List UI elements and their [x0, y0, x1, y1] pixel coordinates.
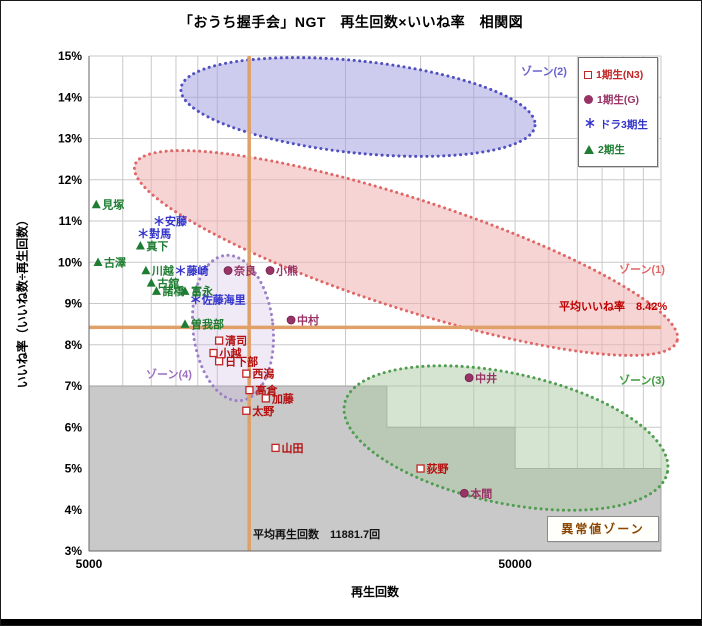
data-point-triangle: [180, 286, 190, 295]
zone4-label: ゾーン(4): [146, 369, 192, 381]
data-point-label: 古舘: [157, 276, 179, 290]
data-point-label: 本間: [470, 486, 492, 500]
data-point-triangle: [93, 257, 103, 266]
x-tick-label: 5000: [76, 557, 103, 571]
data-point-label: 日下部: [225, 354, 258, 368]
abnormal-zone-label: 異常値ゾーン: [547, 516, 659, 542]
legend: 1期生(N3) 1期生(G) ドラ3期生 2期生: [578, 57, 658, 167]
y-tick-label: 13%: [58, 132, 82, 146]
data-point-square: [214, 357, 224, 366]
data-point-label: 對馬: [149, 226, 171, 240]
data-point-triangle: [135, 240, 145, 250]
y-axis-title: いいね率（いいね数÷再生回数）: [15, 213, 30, 389]
bottom-border-bar: [1, 619, 701, 625]
y-tick-label: 11%: [59, 214, 83, 228]
data-point-label: 藤崎: [187, 264, 209, 278]
data-point-triangle: [91, 199, 101, 209]
data-point-label: 川越: [151, 264, 175, 278]
data-point-label: 見塚: [101, 198, 124, 212]
zone3-label: ゾーン(3): [619, 375, 665, 387]
data-point-label: 太野: [251, 404, 274, 418]
data-point-triangle: [180, 319, 190, 328]
zone-1-ellipse: [132, 149, 680, 357]
data-point-label: 荻野: [427, 462, 449, 476]
legend-item-label: 1期生(N3): [596, 69, 644, 81]
data-point-label: 加藤: [271, 391, 295, 405]
data-point-circle: [286, 315, 296, 325]
square-open-marker-icon: [584, 70, 592, 79]
legend-item-gen1-g: 1期生(G): [582, 87, 654, 112]
data-point-label: 安藤: [165, 214, 188, 228]
data-point-label: 高倉: [255, 383, 278, 397]
data-point-label: 曽我部: [191, 317, 224, 331]
y-tick-label: 10%: [58, 255, 82, 269]
data-point-triangle: [141, 265, 151, 275]
circle-marker-icon: [584, 95, 593, 104]
data-point-asterisk: [191, 294, 201, 305]
y-tick-label: 9%: [65, 297, 83, 311]
zone1-label: ゾーン(1): [619, 264, 665, 276]
y-tick-label: 4%: [65, 503, 83, 517]
data-point-label: 古澤: [104, 255, 126, 269]
data-point-label: 小熊: [275, 264, 298, 278]
data-point-square: [242, 369, 251, 378]
zone-2-ellipse: [179, 56, 537, 158]
legend-item-gen2: 2期生: [582, 137, 654, 162]
data-point-label: 山田: [282, 441, 304, 455]
data-point-label: 富永: [191, 284, 214, 298]
asterisk-marker-icon: [584, 116, 596, 134]
data-point-square: [245, 385, 254, 395]
y-tick-label: 3%: [65, 544, 83, 558]
legend-item-label: 2期生: [598, 144, 625, 156]
data-point-label: 奈良: [233, 264, 256, 278]
mean-like-rate-label: 平均いいね率 8.42%: [559, 301, 668, 313]
y-tick-label: 14%: [58, 90, 82, 104]
data-point-label: 中井: [475, 371, 497, 385]
y-tick-label: 6%: [65, 420, 83, 434]
zone-3-ellipse: [342, 364, 670, 512]
data-point-square: [271, 443, 280, 453]
data-point-circle: [459, 488, 469, 498]
data-point-label: 真下: [146, 239, 168, 253]
y-tick-label: 12%: [58, 173, 82, 187]
data-point-asterisk: [138, 228, 148, 239]
legend-item-label: 1期生(G): [597, 94, 639, 106]
legend-item-gen1-n3: 1期生(N3): [582, 62, 654, 87]
data-point-circle: [265, 266, 275, 275]
x-axis-title: 再生回数: [350, 585, 400, 599]
data-point-label: 諸橋: [162, 284, 185, 298]
data-point-triangle: [151, 286, 161, 295]
data-point-label: 中村: [297, 313, 319, 327]
data-point-label: 西潟: [252, 367, 274, 381]
y-tick-label: 7%: [65, 379, 83, 393]
chart-title: 「おうち握手会」NGT 再生回数×いいね率 相関図: [178, 14, 524, 30]
triangle-marker-icon: [584, 145, 594, 154]
data-point-label: 清司: [225, 334, 247, 348]
data-point-label: 小越: [219, 346, 243, 360]
mean-play-count-label: 平均再生回数 11881.7回: [253, 529, 381, 541]
zone2-label: ゾーン(2): [521, 66, 567, 78]
data-point-label: 佐藤海里: [201, 292, 246, 306]
data-point-square: [214, 336, 224, 345]
y-tick-label: 15%: [58, 49, 82, 63]
data-point-circle: [223, 266, 233, 275]
legend-item-draft3: ドラ3期生: [582, 112, 654, 137]
data-point-square: [209, 348, 218, 358]
data-point-square: [261, 394, 270, 403]
data-point-circle: [464, 373, 474, 383]
data-point-square: [416, 464, 425, 473]
data-point-triangle: [146, 278, 156, 287]
y-tick-label: 8%: [65, 338, 83, 352]
y-tick-label: 5%: [65, 462, 83, 476]
x-tick-label: 50000: [498, 557, 532, 571]
data-point-asterisk: [154, 216, 164, 226]
data-point-square: [242, 406, 251, 415]
data-point-asterisk: [175, 265, 186, 276]
legend-item-label: ドラ3期生: [600, 119, 648, 131]
